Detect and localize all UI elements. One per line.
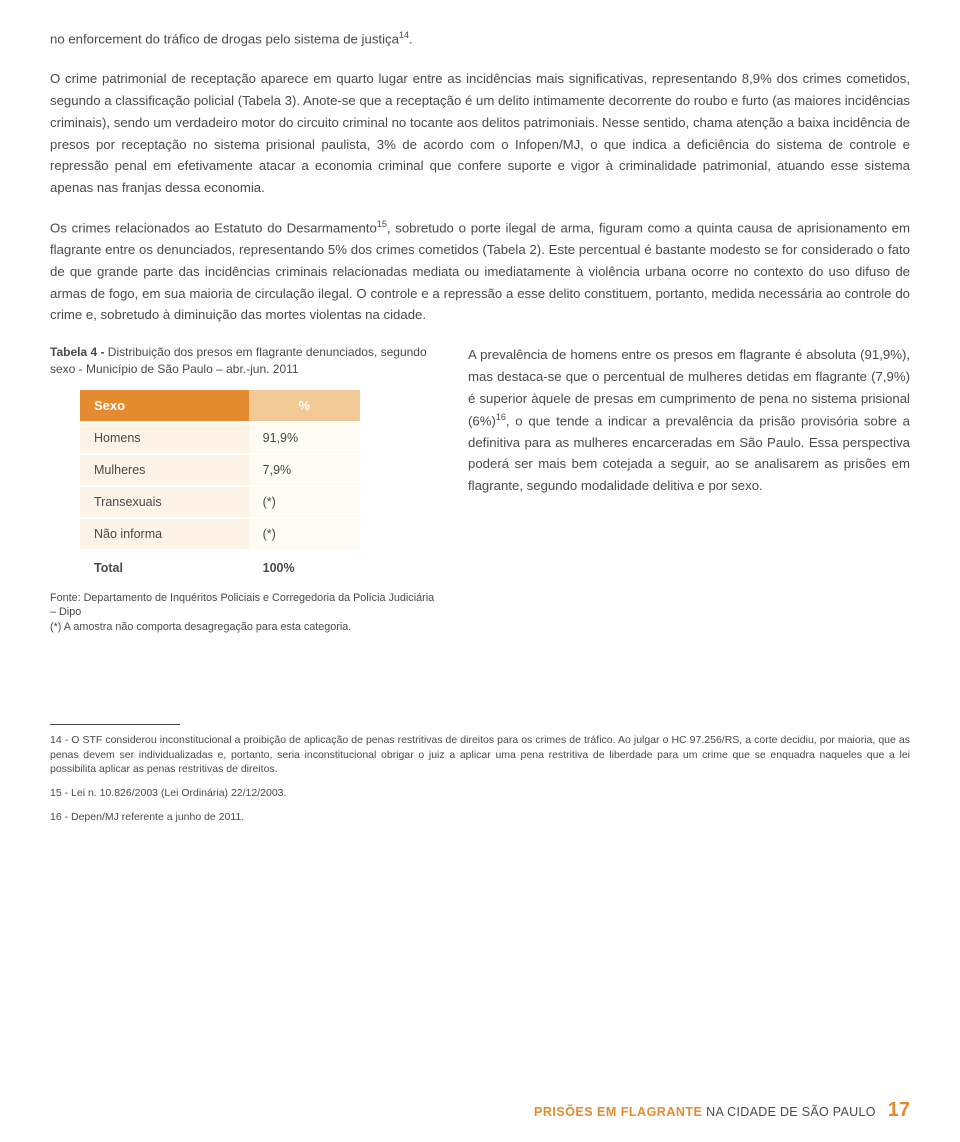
table-note: (*) A amostra não comporta desagregação …: [50, 621, 351, 633]
cell-total-value: 100%: [249, 550, 360, 583]
data-table: Sexo % Homens 91,9% Mulheres 7,9% Transe…: [80, 390, 360, 583]
right-b: , o que tende a indicar a prevalência da…: [468, 413, 910, 493]
footer-title: PRISÕES EM FLAGRANTE NA CIDADE DE SÃO PA…: [534, 1105, 876, 1119]
two-column-section: Tabela 4 - Distribuição dos presos em fl…: [50, 344, 910, 634]
table-header-sexo: Sexo: [80, 390, 249, 422]
table-source: Fonte: Departamento de Inquéritos Polici…: [50, 591, 440, 635]
cell-value: (*): [249, 486, 360, 518]
table-row: Homens 91,9%: [80, 422, 360, 454]
footer-title-bold: PRISÕES EM FLAGRANTE: [534, 1105, 702, 1119]
table-row: Mulheres 7,9%: [80, 454, 360, 486]
p3-a: Os crimes relacionados ao Estatuto do De…: [50, 220, 377, 235]
p3-b: , sobretudo o porte ilegal de arma, figu…: [50, 220, 910, 322]
cell-label: Não informa: [80, 518, 249, 550]
paragraph-2: O crime patrimonial de receptação aparec…: [50, 68, 910, 199]
cell-value: 7,9%: [249, 454, 360, 486]
p1-text: no enforcement do tráfico de drogas pelo…: [50, 31, 399, 46]
table-source-text: Fonte: Departamento de Inquéritos Polici…: [50, 592, 434, 619]
right-paragraph: A prevalência de homens entre os presos …: [468, 344, 910, 497]
cell-label: Homens: [80, 422, 249, 454]
cell-label: Transexuais: [80, 486, 249, 518]
page-number: 17: [888, 1099, 910, 1122]
left-column: Tabela 4 - Distribuição dos presos em fl…: [50, 344, 440, 634]
table-row: Não informa (*): [80, 518, 360, 550]
table-caption: Tabela 4 - Distribuição dos presos em fl…: [50, 344, 440, 378]
p1-end: .: [409, 31, 413, 46]
cell-value: 91,9%: [249, 422, 360, 454]
footer-title-rest: NA CIDADE DE SÃO PAULO: [702, 1105, 875, 1119]
cell-total-label: Total: [80, 550, 249, 583]
footnote-14: 14 - O STF considerou inconstitucional a…: [50, 733, 910, 776]
sup-15: 15: [377, 219, 387, 229]
paragraph-1: no enforcement do tráfico de drogas pelo…: [50, 28, 910, 50]
footnote-16: 16 - Depen/MJ referente a junho de 2011.: [50, 810, 910, 824]
cell-label: Mulheres: [80, 454, 249, 486]
page-footer: PRISÕES EM FLAGRANTE NA CIDADE DE SÃO PA…: [534, 1099, 910, 1122]
footnotes-separator: [50, 724, 180, 725]
footnote-15: 15 - Lei n. 10.826/2003 (Lei Ordinária) …: [50, 786, 910, 800]
table-header-pct: %: [249, 390, 360, 422]
cell-value: (*): [249, 518, 360, 550]
right-column: A prevalência de homens entre os presos …: [468, 344, 910, 634]
sup-16: 16: [496, 412, 506, 422]
sup-14: 14: [399, 30, 409, 40]
table-row: Transexuais (*): [80, 486, 360, 518]
paragraph-3: Os crimes relacionados ao Estatuto do De…: [50, 217, 910, 326]
table-row-total: Total 100%: [80, 550, 360, 583]
table-caption-bold: Tabela 4 -: [50, 345, 108, 359]
